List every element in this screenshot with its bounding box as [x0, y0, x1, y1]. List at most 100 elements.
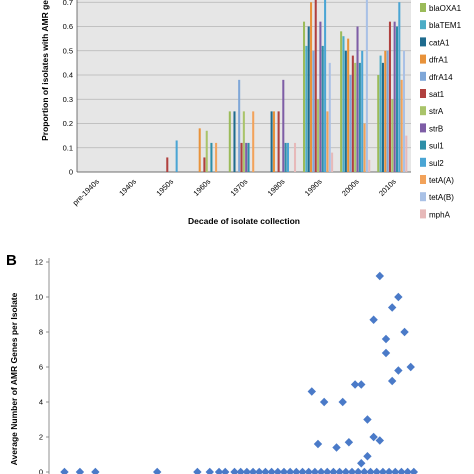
data-point [75, 467, 85, 474]
bar-sul1 [284, 142, 287, 172]
data-point [400, 327, 409, 337]
data-point [292, 467, 301, 474]
bar-strb [393, 21, 396, 173]
bar-teta-a- [363, 123, 366, 172]
x-tick-label: 2000s [340, 177, 361, 198]
y-tick-label: 12 [35, 258, 43, 267]
legend-swatch-stra [420, 106, 426, 116]
bar-stra [354, 62, 357, 172]
data-point [298, 467, 307, 474]
panel-b-letter: B [6, 252, 17, 269]
legend-swatch-sat1 [420, 89, 426, 98]
bar-sul1 [321, 45, 324, 172]
data-point [381, 334, 391, 344]
y-tick-label: 0 [69, 168, 73, 177]
data-point [267, 467, 276, 474]
data-point [375, 271, 385, 281]
legend-swatch-blaoxa1 [420, 3, 426, 12]
data-point [350, 380, 360, 389]
x-axis-title: Decade of isolate collection [188, 216, 300, 226]
bar-sat1 [314, 0, 317, 172]
data-point [357, 459, 366, 468]
bar-sat1 [351, 55, 354, 172]
y-tick-label: 0.5 [63, 46, 73, 55]
bar-sat1 [203, 157, 206, 172]
data-point [205, 467, 214, 474]
x-tick-label: 1960s [191, 177, 212, 198]
bar-sul1 [210, 142, 213, 172]
data-point [347, 467, 357, 474]
legend-label: strA [429, 107, 444, 116]
bar-stra [205, 130, 208, 172]
bar-sat1 [240, 142, 243, 172]
data-point [387, 376, 397, 386]
data-point [363, 452, 372, 461]
bar-sul2 [361, 50, 364, 172]
bar-teta-b- [402, 50, 406, 172]
legend-label: dfrA14 [429, 73, 453, 82]
data-point [316, 467, 326, 474]
bar-cata1 [270, 111, 273, 172]
y-tick-label: 4 [39, 398, 43, 407]
data-point [248, 467, 258, 474]
bar-teta-a- [215, 142, 218, 172]
x-tick-label: 1970s [229, 177, 250, 198]
bar-sul1 [358, 62, 361, 172]
legend-label: catA1 [429, 38, 450, 47]
legend-swatch-blatem1 [420, 20, 426, 30]
legend-swatch-teta-a- [420, 175, 426, 184]
legend-swatch-dfra14 [420, 71, 426, 81]
data-point [273, 467, 282, 474]
y-tick-label: 0.3 [63, 95, 73, 104]
bar-dfra1 [384, 50, 387, 172]
legend-swatch-sul2 [420, 157, 426, 167]
bar-sul1 [247, 142, 250, 172]
y-tick-label: 2 [39, 433, 43, 442]
data-point [387, 303, 397, 312]
data-point [319, 397, 329, 407]
bar-dfra14 [312, 50, 315, 172]
data-point [153, 467, 162, 474]
legend-label: blaTEM1 [429, 21, 462, 30]
bar-mpha [331, 152, 334, 172]
data-point [335, 467, 344, 474]
bar-teta-b- [365, 0, 368, 172]
legend-label: strB [429, 124, 443, 133]
bar-cata1 [381, 62, 384, 172]
data-point [193, 467, 202, 474]
bar-strb [356, 26, 359, 172]
data-point [406, 362, 415, 372]
y-tick-label: 0.1 [63, 143, 73, 152]
legend-swatch-cata1 [420, 37, 426, 47]
data-point [391, 467, 400, 474]
data-point [369, 432, 378, 442]
data-point [397, 467, 406, 474]
data-point [353, 467, 363, 474]
bar-sul2 [324, 0, 327, 172]
data-point [214, 467, 224, 474]
data-point [341, 467, 350, 474]
data-point [323, 467, 332, 474]
data-point [378, 467, 388, 474]
x-tick-label: 1990s [303, 177, 324, 198]
data-point [366, 467, 375, 474]
data-point [332, 443, 341, 452]
bar-blaoxa1 [303, 21, 306, 173]
y-axis-title: Proportion of isolates with AMR ge [40, 0, 50, 141]
bar-blatem1 [305, 45, 308, 172]
data-point [329, 467, 338, 474]
bar-cata1 [344, 50, 347, 172]
y-tick-label: 0.2 [63, 119, 73, 128]
data-point [360, 467, 369, 474]
bar-cata1 [307, 26, 310, 172]
bar-stra [391, 99, 394, 172]
legend-swatch-mpha [420, 209, 426, 219]
bar-teta-a- [252, 111, 255, 172]
bar-dfra1 [198, 128, 201, 172]
bar-stra [242, 111, 245, 172]
y-tick-label: 0.4 [63, 71, 73, 80]
data-point [91, 467, 100, 474]
data-point [255, 467, 264, 474]
data-point [307, 387, 316, 396]
